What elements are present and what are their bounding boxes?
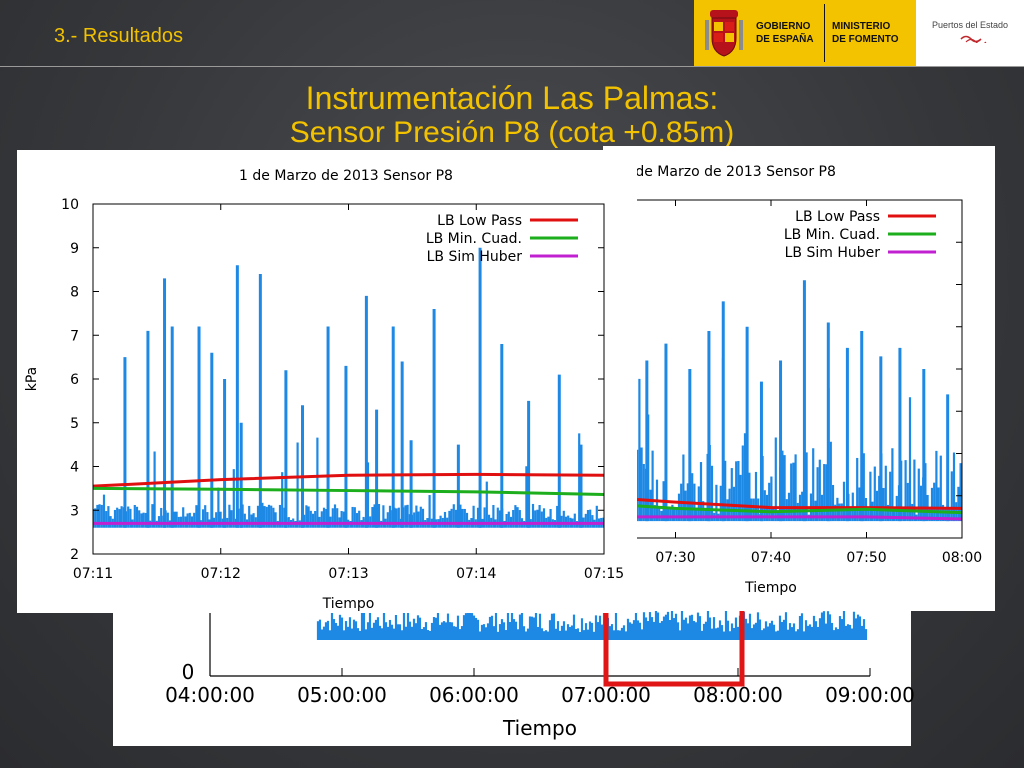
gobierno-text: GOBIERNO DE ESPAÑA [756,20,814,46]
left-zoom-y-tick-label: 2 [70,547,79,563]
right-zoom-x-tick-label: 08:00 [942,550,982,566]
left-zoom-x-tick-label: 07:11 [73,566,113,582]
left-zoom-signal [93,247,604,528]
left-zoom-y-tick-label: 4 [70,460,79,476]
left-zoom-series-line [93,472,604,488]
background-x-tick-label: 06:00:00 [429,683,519,707]
gobierno-logo: GOBIERNO DE ESPAÑA MINISTERIO DE FOMENTO [694,0,916,66]
left-zoom-y-tick-label: 6 [70,372,79,388]
coat-of-arms-icon [705,10,743,57]
right-zoom-legend-label: LB Min. Cuad. [784,227,880,243]
header-bar: 3.- Resultados GOBIERNO DE ESPAÑA MINIST… [0,0,1024,66]
ministerio-line1: MINISTERIO [832,21,891,32]
background-x-tick-label: 08:00:00 [693,683,783,707]
ministerio-line2: DE FOMENTO [832,34,899,45]
left-zoom-y-tick-label: 10 [61,197,79,213]
left-zoom-title: 1 de Marzo de 2013 Sensor P8 [239,168,453,184]
background-x-tick-label: 07:00:00 [561,683,651,707]
section-label: 3.- Resultados [54,25,183,47]
right-zoom-series-line [580,494,962,510]
left-zoom-legend-label: LB Sim Huber [427,249,523,265]
right-zoom-x-tick-label: 07:30 [655,550,695,566]
right-zoom-x-axis-label: Tiempo [744,580,797,596]
puertos-wave-icon [960,35,987,43]
right-zoom-x-tick-label: 07:40 [751,550,791,566]
right-zoom-legend-label: LB Low Pass [795,209,880,225]
right-zoom-x-tick-label: 07:50 [846,550,886,566]
left-zoom-y-tick-label: 8 [70,285,79,301]
logo-divider [824,4,825,62]
right-zoom-panel [603,146,995,611]
left-zoom-legend-label: LB Low Pass [437,213,522,229]
left-zoom-series-line [93,486,604,496]
left-zoom-y-tick-label: 5 [70,416,79,432]
left-zoom-x-tick-label: 07:15 [584,566,624,582]
right-zoom-title: 1 de Marzo de 2013 Sensor P8 [622,164,836,180]
left-zoom-x-axis-label: Tiempo [322,596,375,612]
gobierno-line2: DE ESPAÑA [756,34,814,45]
right-zoom-signal [580,280,962,522]
gobierno-line1: GOBIERNO [756,21,811,32]
left-zoom-y-tick-label: 3 [70,503,79,519]
left-zoom-x-tick-label: 07:13 [328,566,368,582]
header-divider [0,66,1024,67]
puertos-logo-text: Puertos del Estado [932,20,1009,30]
left-zoom-legend-label: LB Min. Cuad. [426,231,522,247]
background-x-tick-label: 09:00:00 [825,683,915,707]
left-zoom-y-tick-label: 7 [70,328,79,344]
background-x-tick-label: 05:00:00 [297,683,387,707]
background-chart: 004:00:00 05:00:00 06:00:00 07:00:00 08:00:0… [113,600,915,746]
slide-title-line2: Sensor Presión P8 (cota +0.85m) [289,116,735,149]
right-zoom-legend-label: LB Sim Huber [785,245,881,261]
left-zoom-y-axis-label: kPa [24,367,40,392]
right-zoom-series-line [580,500,962,515]
background-x-axis-label: Tiempo [502,716,577,740]
background-x-tick-label: 04:00:00 [165,683,255,707]
right-zoom-series-line [580,515,962,521]
left-zoom-x-tick-label: 07:14 [456,566,496,582]
slide-title-line1: Instrumentación Las Palmas: [305,80,719,116]
left-zoom-x-tick-label: 07:12 [201,566,241,582]
background-y-tick-label: 0 [182,660,195,684]
ministerio-text: MINISTERIO DE FOMENTO [832,20,898,46]
zoom-highlight-bracket [603,600,745,687]
left-zoom-chart: 2 3 4 5 6 7 8 9 10 kPa 07:11 07:12 07:13 07:14 07:15 Ti… [17,150,637,613]
institution-logos: GOBIERNO DE ESPAÑA MINISTERIO DE FOMENTO… [694,0,1024,66]
left-zoom-y-tick-label: 9 [70,241,79,257]
